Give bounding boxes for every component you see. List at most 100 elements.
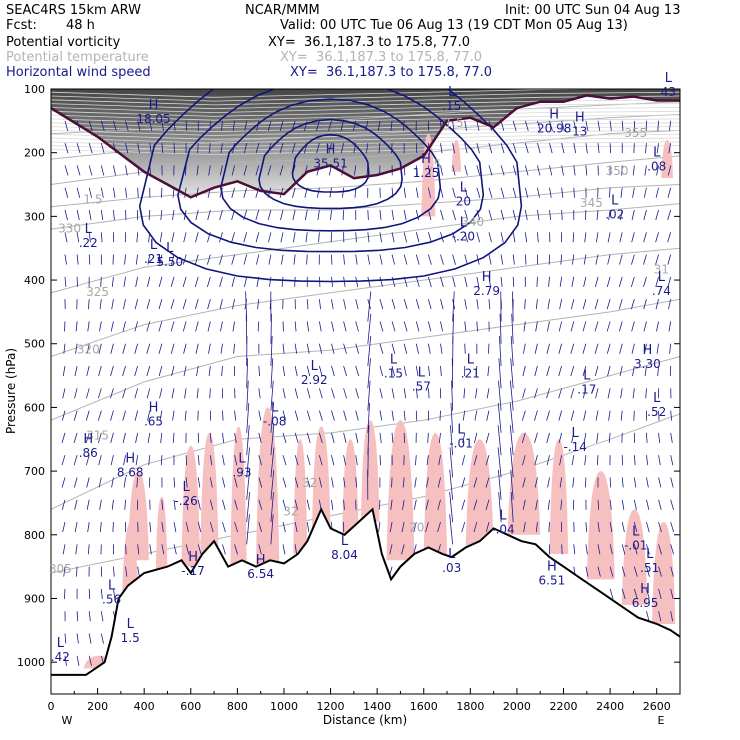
wind-vector [476, 232, 480, 243]
wind-vector [415, 276, 420, 287]
wind-vector [355, 276, 359, 287]
extremum-type: H [575, 111, 585, 126]
wind-vector [606, 276, 611, 287]
wind-vector [570, 388, 575, 399]
wind-vector [572, 477, 575, 488]
wind-vector [440, 209, 444, 221]
wind-vector [64, 120, 69, 131]
wind-vector [88, 187, 92, 198]
wind-vector [134, 365, 139, 377]
wind-vector [619, 365, 623, 377]
wind-vector [294, 455, 299, 466]
wind-vector [461, 477, 466, 488]
wind-vector [270, 492, 274, 523]
wind-vector [171, 232, 175, 243]
extremum-marker: L8.04 [331, 534, 358, 562]
wind-vector [656, 343, 659, 354]
wind-vector [318, 388, 323, 399]
wind-vector [546, 321, 550, 332]
wind-vector [292, 187, 296, 198]
wind-vector [658, 499, 662, 510]
wind-vector [390, 499, 393, 510]
wind-vector [270, 425, 275, 456]
wind-vector [537, 120, 541, 131]
wind-vector [463, 388, 466, 399]
wind-vector [85, 432, 90, 444]
wind-vector [219, 276, 223, 287]
wind-vector [415, 254, 420, 265]
wind-vector [631, 254, 635, 265]
extremum-type: L [238, 451, 246, 466]
wind-vector [208, 343, 211, 354]
wind-vector [110, 432, 114, 443]
wind-vector [428, 209, 432, 221]
wind-vector [646, 499, 650, 510]
wind-vector [595, 232, 599, 243]
wind-vector [184, 187, 187, 198]
wind-vector [342, 187, 344, 198]
wind-vector [377, 120, 381, 131]
extremum-value: .02 [605, 207, 624, 221]
legend-pv-xy: XY= 36.1,187.3 to 175.8, 77.0 [268, 35, 471, 50]
wind-vector [270, 447, 275, 478]
wind-vector [440, 254, 444, 265]
wind-vector [294, 365, 298, 377]
wind-vector [161, 521, 164, 533]
wind-vector [474, 432, 478, 443]
wind-vector [85, 455, 90, 466]
extremum-value: -.01 [624, 539, 647, 553]
wind-vector [318, 410, 323, 421]
wind-vector [207, 321, 211, 332]
wind-vector [148, 209, 151, 221]
wind-vector [61, 432, 66, 444]
wind-vector [110, 410, 114, 421]
wind-vector [281, 254, 284, 265]
wind-vector [183, 209, 187, 221]
extremum-marker: H.86 [79, 432, 98, 460]
wind-vector [206, 254, 211, 265]
wind-vector [171, 254, 175, 265]
wind-vector [75, 544, 78, 555]
wind-vector [379, 276, 383, 287]
wind-vector [450, 425, 454, 456]
wind-vector [147, 410, 151, 421]
wind-vector [303, 143, 308, 154]
wind-vector [76, 254, 79, 265]
wind-vector [582, 321, 587, 332]
wind-vector [183, 232, 187, 243]
wind-vector [64, 187, 69, 198]
wind-vector [595, 410, 599, 421]
wind-vector [667, 209, 672, 221]
model-title: SEAC4RS 15km ARW [6, 3, 142, 18]
wind-vector [451, 380, 454, 411]
wind-vector [646, 477, 649, 488]
wind-vector [524, 187, 529, 198]
wind-vector [246, 402, 250, 433]
wind-vector [391, 388, 395, 399]
wind-vector [644, 165, 647, 176]
wind-vector [74, 388, 78, 399]
wind-vector [355, 299, 359, 310]
wind-vector [549, 143, 553, 154]
wind-vector [595, 276, 599, 287]
extremum-marker: L.02 [605, 193, 624, 221]
wind-vector [391, 321, 396, 332]
wind-vector [440, 143, 443, 154]
wind-vector [62, 521, 66, 533]
pv-shaded-area [586, 471, 615, 580]
wind-vector [570, 343, 575, 354]
wind-vector [343, 299, 347, 310]
wind-vector [594, 321, 599, 332]
wind-vector [171, 388, 175, 399]
wind-vector [464, 321, 467, 332]
extremum-value: 3.30 [634, 357, 661, 371]
forecast-hours: 48 h [66, 18, 95, 33]
wind-vector [294, 410, 299, 421]
wind-vector [303, 120, 308, 131]
wind-vector [509, 447, 514, 478]
wind-vector [64, 254, 67, 265]
wind-vector [522, 477, 526, 488]
wind-vector [331, 365, 335, 377]
wind-vector [500, 232, 504, 243]
org-label: NCAR/MMM [245, 3, 320, 18]
